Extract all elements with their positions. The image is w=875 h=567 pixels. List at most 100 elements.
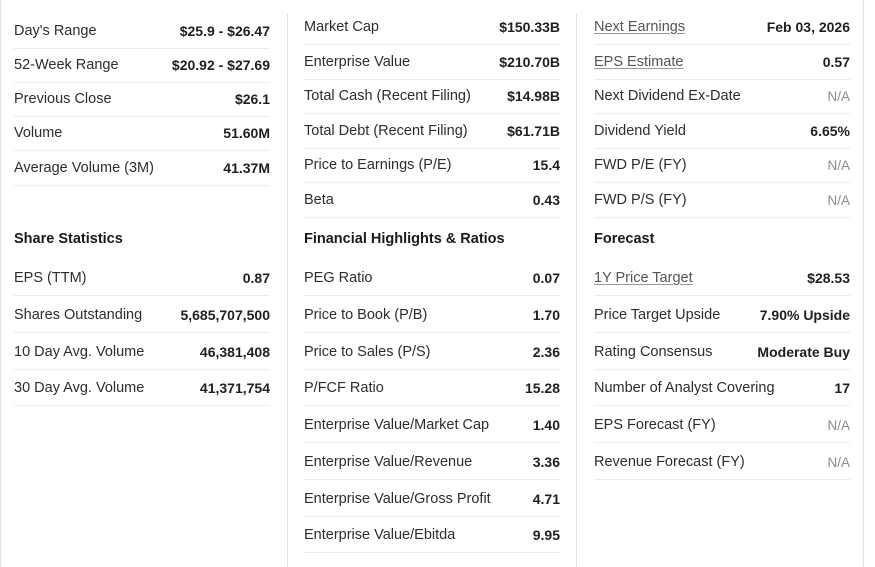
stat-row-eps-ttm: EPS (TTM) 0.87 [14, 261, 270, 296]
stat-value: 46,381,408 [199, 344, 270, 360]
stat-value: Moderate Buy [757, 344, 850, 360]
stat-row-ev-market-cap: Enterprise Value/Market Cap 1.40 [304, 408, 560, 443]
panel-right-border [863, 0, 864, 567]
stat-label: 52-Week Range [14, 57, 119, 73]
stat-row-52-week-range: 52-Week Range $20.92 - $27.69 [14, 48, 270, 83]
stat-value: N/A [827, 192, 850, 208]
stat-value: 41,371,754 [199, 380, 270, 396]
stat-label: P/FCF Ratio [304, 380, 384, 396]
stat-label: Next Dividend Ex-Date [594, 88, 741, 104]
stat-row-price-to-sales: Price to Sales (P/S) 2.36 [304, 335, 560, 370]
stat-row-volume: Volume 51.60M [14, 116, 270, 151]
stat-row-peg-ratio: PEG Ratio 0.07 [304, 261, 560, 296]
stat-label: Enterprise Value/Market Cap [304, 417, 490, 433]
stat-value: 7.90% Upside [759, 307, 850, 323]
section-title-forecast: Forecast [594, 231, 655, 247]
stat-value: Feb 03, 2026 [766, 19, 850, 35]
stat-row-price-to-book: Price to Book (P/B) 1.70 [304, 298, 560, 333]
stat-value: N/A [827, 157, 850, 173]
stat-row-fwd-ps: FWD P/S (FY) N/A [594, 183, 850, 218]
stat-label: Shares Outstanding [14, 307, 143, 323]
stat-row-30-day-avg-volume: 30 Day Avg. Volume 41,371,754 [14, 371, 270, 406]
stat-label: Volume [14, 125, 63, 141]
stat-value: 6.65% [810, 123, 850, 139]
stat-label: Rating Consensus [594, 344, 713, 360]
stat-row-shares-outstanding: Shares Outstanding 5,685,707,500 [14, 298, 270, 333]
panel-left-border [0, 0, 1, 567]
stat-row-eps-estimate: EPS Estimate 0.57 [594, 45, 850, 80]
stat-label: Enterprise Value/Gross Profit [304, 491, 491, 507]
stat-label: EPS Forecast (FY) [594, 417, 716, 433]
stat-value: N/A [827, 88, 850, 104]
section-title-share-statistics: Share Statistics [14, 231, 123, 247]
stat-value: 41.37M [223, 160, 270, 176]
stat-row-dividend-yield: Dividend Yield 6.65% [594, 114, 850, 149]
eps-estimate-link[interactable]: EPS Estimate [594, 54, 684, 70]
price-target-link[interactable]: 1Y Price Target [594, 270, 693, 286]
stat-label: Average Volume (3M) [14, 160, 154, 176]
stat-value: $210.70B [499, 54, 560, 70]
stat-label: FWD P/S (FY) [594, 192, 687, 208]
stat-value: 5,685,707,500 [180, 307, 270, 323]
stat-value: $150.33B [499, 19, 560, 35]
stat-value: 3.36 [532, 454, 560, 470]
next-earnings-link[interactable]: Next Earnings [594, 19, 686, 35]
stat-row-eps-forecast: EPS Forecast (FY) N/A [594, 408, 850, 443]
stat-row-previous-close: Previous Close $26.1 [14, 82, 270, 117]
stat-row-revenue-forecast: Revenue Forecast (FY) N/A [594, 445, 850, 480]
stat-label: Price to Book (P/B) [304, 307, 428, 323]
stat-label: EPS (TTM) [14, 270, 87, 286]
stat-value: 1.40 [532, 417, 560, 433]
stat-row-rating-consensus: Rating Consensus Moderate Buy [594, 335, 850, 370]
stat-label: Enterprise Value [304, 54, 411, 70]
stat-label: 10 Day Avg. Volume [14, 344, 145, 360]
stat-label: Total Cash (Recent Filing) [304, 88, 471, 104]
stat-label: PEG Ratio [304, 270, 373, 286]
stat-value: 51.60M [223, 125, 270, 141]
stat-row-average-volume: Average Volume (3M) 41.37M [14, 151, 270, 186]
stat-value: 1.70 [532, 307, 560, 323]
stat-row-10-day-avg-volume: 10 Day Avg. Volume 46,381,408 [14, 335, 270, 370]
stat-label: Previous Close [14, 91, 112, 107]
stat-label: Total Debt (Recent Filing) [304, 123, 468, 139]
stat-row-pfcf-ratio: P/FCF Ratio 15.28 [304, 371, 560, 406]
stat-label: Price to Earnings (P/E) [304, 157, 452, 173]
stat-value: $20.92 - $27.69 [171, 57, 270, 73]
stat-row-fwd-pe: FWD P/E (FY) N/A [594, 148, 850, 183]
stat-row-price-target: 1Y Price Target $28.53 [594, 261, 850, 296]
stat-value: $25.9 - $26.47 [179, 23, 270, 39]
column-divider [287, 14, 288, 567]
stat-value: 2.36 [532, 344, 560, 360]
stat-row-total-debt: Total Debt (Recent Filing) $61.71B [304, 114, 560, 149]
stat-row-pe-ratio: Price to Earnings (P/E) 15.4 [304, 148, 560, 183]
stat-value: 15.28 [524, 380, 560, 396]
stat-row-beta: Beta 0.43 [304, 183, 560, 218]
stat-label: Dividend Yield [594, 123, 686, 139]
stat-value: 9.95 [532, 527, 560, 543]
stat-value: $28.53 [807, 270, 850, 286]
stat-label: FWD P/E (FY) [594, 157, 687, 173]
stat-row-market-cap: Market Cap $150.33B [304, 10, 560, 45]
stat-value: 0.43 [532, 192, 560, 208]
stat-row-total-cash: Total Cash (Recent Filing) $14.98B [304, 79, 560, 114]
stat-row-enterprise-value: Enterprise Value $210.70B [304, 45, 560, 80]
stat-row-next-dividend: Next Dividend Ex-Date N/A [594, 79, 850, 114]
stat-value: 0.07 [532, 270, 560, 286]
stat-value: N/A [827, 454, 850, 470]
stat-label: Enterprise Value/Revenue [304, 454, 473, 470]
stat-value: 0.87 [242, 270, 270, 286]
stat-value: 15.4 [532, 157, 560, 173]
stat-label: Price Target Upside [594, 307, 721, 323]
section-title-financial-highlights: Financial Highlights & Ratios [304, 231, 505, 247]
column-divider [576, 14, 577, 567]
stat-row-ev-revenue: Enterprise Value/Revenue 3.36 [304, 445, 560, 480]
stat-value: 17 [834, 380, 850, 396]
stat-label: 30 Day Avg. Volume [14, 380, 145, 396]
stat-value: $61.71B [507, 123, 560, 139]
stat-value: 4.71 [532, 491, 560, 507]
stat-value: $14.98B [507, 88, 560, 104]
stat-value: N/A [827, 417, 850, 433]
stat-row-next-earnings: Next Earnings Feb 03, 2026 [594, 10, 850, 45]
stat-label: Market Cap [304, 19, 379, 35]
stat-row-ev-ebitda: Enterprise Value/Ebitda 9.95 [304, 518, 560, 553]
